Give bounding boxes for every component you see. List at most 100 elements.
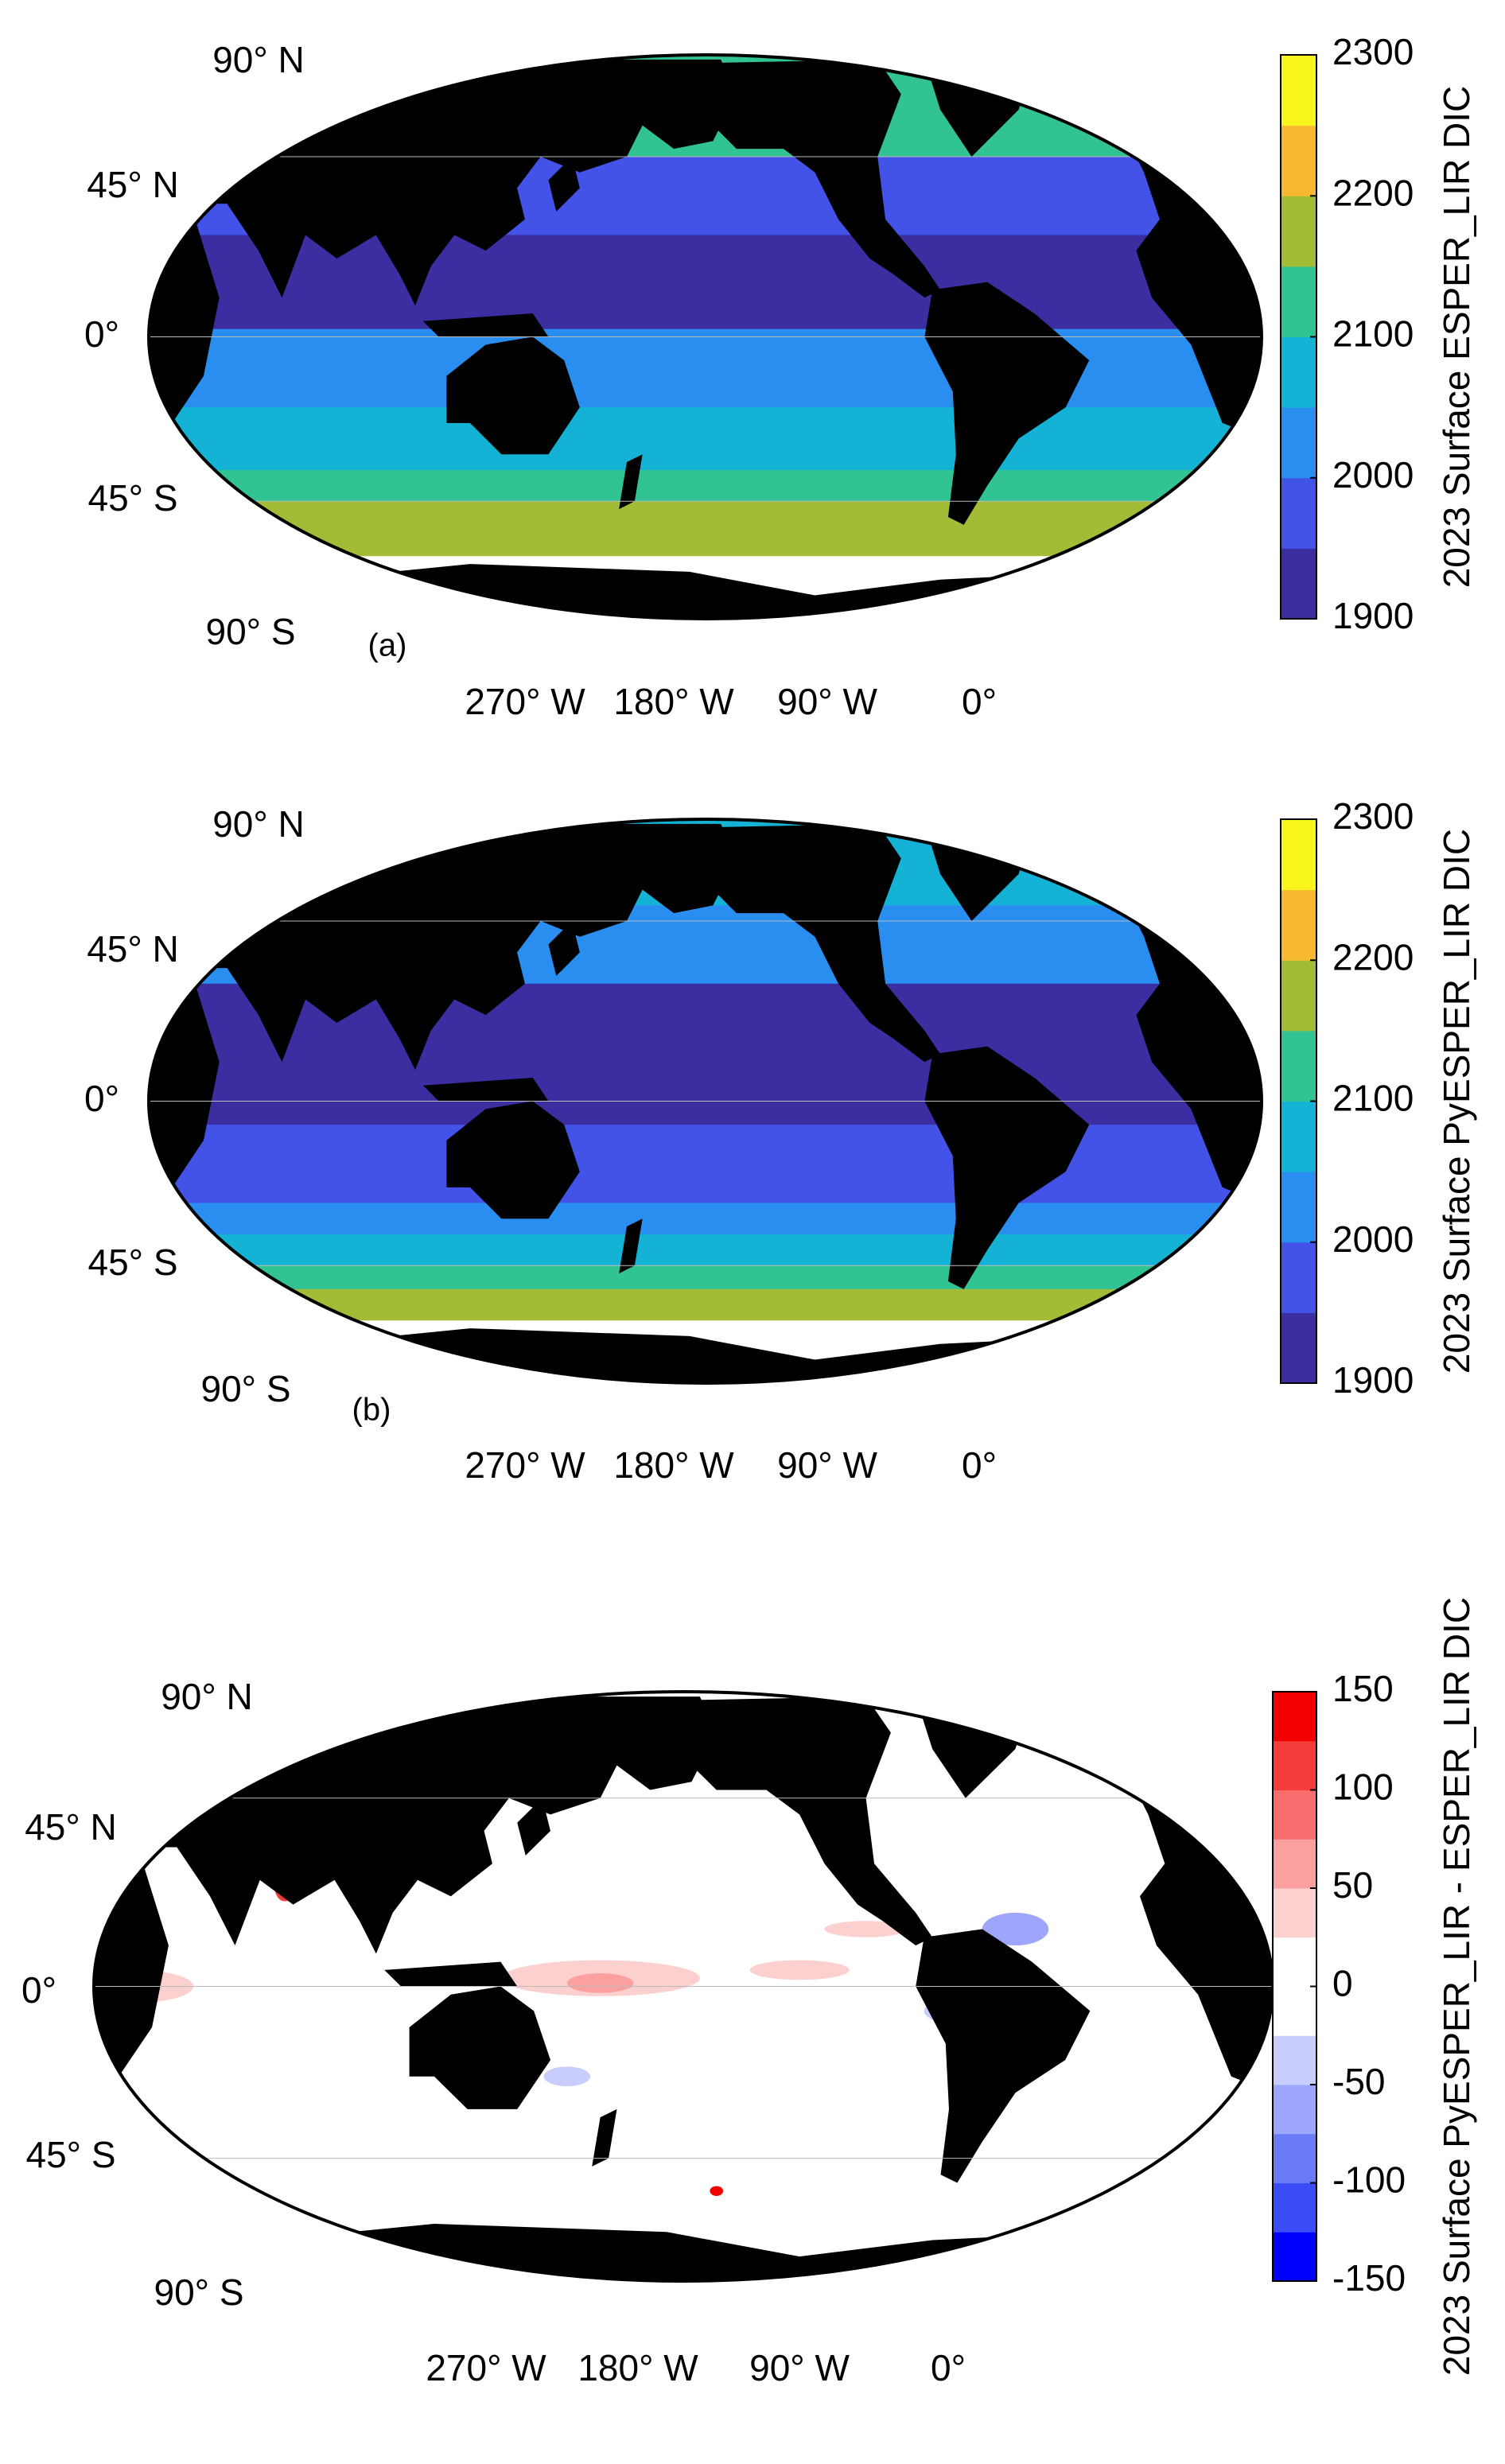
- colorbar-bin: [1281, 1242, 1316, 1313]
- land: [548, 157, 580, 212]
- colorbar-bin: [1273, 2085, 1316, 2135]
- colorbar-tick-label: 0: [1332, 1963, 1353, 2004]
- colorbar-tick-label: 100: [1332, 1766, 1394, 1808]
- land: [517, 1797, 551, 1856]
- lat-label: 90° N: [212, 39, 305, 80]
- colorbar-bin: [1281, 407, 1316, 479]
- colorbar-bin: [1273, 2035, 1316, 2085]
- lon-label: 0°: [962, 1444, 997, 1486]
- colorbar-bin: [1281, 196, 1316, 267]
- colorbar-bin: [1273, 2182, 1316, 2233]
- land: [409, 1986, 551, 2109]
- colorbar-tick-label: 1900: [1332, 1359, 1414, 1401]
- map: [149, 819, 1262, 1383]
- lat-label: 90° S: [154, 2272, 243, 2313]
- colorbar-bin: [1281, 477, 1316, 549]
- lon-label: 270° W: [465, 1444, 585, 1486]
- map-frame: [147, 818, 1263, 1385]
- lon-label: 90° W: [749, 2347, 850, 2388]
- colorbar-label: 2023 Surface PyESPER_LIR DIC: [1436, 829, 1477, 1374]
- land: [916, 1929, 1091, 2183]
- panel-label: (a): [368, 628, 407, 663]
- lat-label: 0°: [21, 1969, 56, 2011]
- lat-label: 0°: [84, 313, 119, 355]
- colorbar-bin: [1273, 1986, 1316, 2036]
- ocean-field: [149, 1265, 1262, 1290]
- lon-label: 0°: [962, 681, 997, 722]
- colorbar-bin: [1273, 1839, 1316, 1889]
- lat-label: 90° S: [205, 611, 295, 652]
- lat-label: 45° S: [88, 477, 177, 519]
- colorbar-bin: [1281, 336, 1316, 408]
- land: [384, 1961, 518, 1987]
- map: [149, 55, 1262, 619]
- colorbar-tick-label: -150: [1332, 2257, 1406, 2299]
- colorbar-tick-label: 2100: [1332, 313, 1414, 355]
- colorbar-bin: [1273, 1740, 1316, 1790]
- colorbar-bin: [1273, 1937, 1316, 1987]
- land: [619, 454, 643, 510]
- colorbar-bin: [1281, 1030, 1316, 1102]
- colorbar-bin: [1273, 2133, 1316, 2183]
- difference-patch: [824, 1921, 908, 1937]
- lon-label: 180° W: [613, 681, 734, 722]
- lon-label: 90° W: [777, 1444, 877, 1486]
- colorbar-bin: [1281, 960, 1316, 1032]
- land: [422, 313, 549, 337]
- colorbar-tick-label: 2200: [1332, 172, 1414, 213]
- colorbar-bin: [1281, 125, 1316, 196]
- land: [713, 59, 941, 298]
- ocean-field: [149, 1288, 1262, 1322]
- colorbar-tick-label: 2300: [1332, 31, 1414, 72]
- lat-label: 45° S: [25, 2134, 115, 2175]
- lon-label: 270° W: [465, 681, 585, 722]
- colorbar-bin: [1273, 1790, 1316, 1840]
- lon-label: 270° W: [426, 2347, 546, 2388]
- colorbar-tick-label: 2200: [1332, 936, 1414, 977]
- colorbar-bin: [1281, 819, 1316, 891]
- colorbar-bin: [1281, 1101, 1316, 1172]
- lat-label: 90° S: [200, 1368, 290, 1409]
- ocean-field: [149, 328, 1262, 409]
- colorbar-tick-label: 2300: [1332, 795, 1414, 837]
- ocean-field: [149, 1203, 1262, 1235]
- lon-label: 0°: [931, 2347, 966, 2388]
- land: [592, 2108, 617, 2167]
- map-frame: [147, 53, 1263, 620]
- colorbar-tick-label: -100: [1332, 2159, 1406, 2201]
- lon-label: 180° W: [578, 2347, 698, 2388]
- colorbar-bin: [1281, 889, 1316, 961]
- colorbar-bin: [1273, 1692, 1316, 1742]
- lat-label: 45° N: [87, 164, 179, 205]
- lat-label: 45° N: [25, 1806, 117, 1848]
- colorbar-label: 2023 Surface PyESPER_LIR - ESPER_LIR DIC: [1436, 1597, 1477, 2376]
- colorbar-bin: [1281, 55, 1316, 126]
- land: [548, 921, 580, 976]
- lat-label: 0°: [84, 1078, 119, 1119]
- map: [94, 1692, 1273, 2281]
- land: [446, 336, 580, 455]
- colorbar-tick-label: 2000: [1332, 1218, 1414, 1260]
- difference-patch: [566, 1973, 634, 1993]
- lon-label: 180° W: [613, 1444, 734, 1486]
- ocean-field: [149, 407, 1262, 471]
- colorbar-bin: [1273, 1888, 1316, 1938]
- lat-label: 90° N: [161, 1676, 253, 1717]
- colorbar-tick-label: 2100: [1332, 1078, 1414, 1119]
- ocean-field: [149, 1234, 1262, 1267]
- difference-patch: [543, 2066, 591, 2087]
- lat-label: 45° S: [88, 1242, 177, 1283]
- colorbar-bin: [1281, 266, 1316, 337]
- colorbar-tick-label: -50: [1332, 2061, 1385, 2102]
- panel-label: (b): [352, 1393, 391, 1428]
- colorbar-bin: [1281, 548, 1316, 620]
- difference-patch: [710, 2186, 724, 2196]
- lat-label: 45° N: [87, 928, 179, 970]
- ocean-field: [149, 501, 1262, 558]
- land: [422, 1077, 549, 1102]
- colorbar-bin: [1273, 2232, 1316, 2282]
- lon-label: 90° W: [777, 681, 877, 722]
- ocean-field: [149, 469, 1262, 503]
